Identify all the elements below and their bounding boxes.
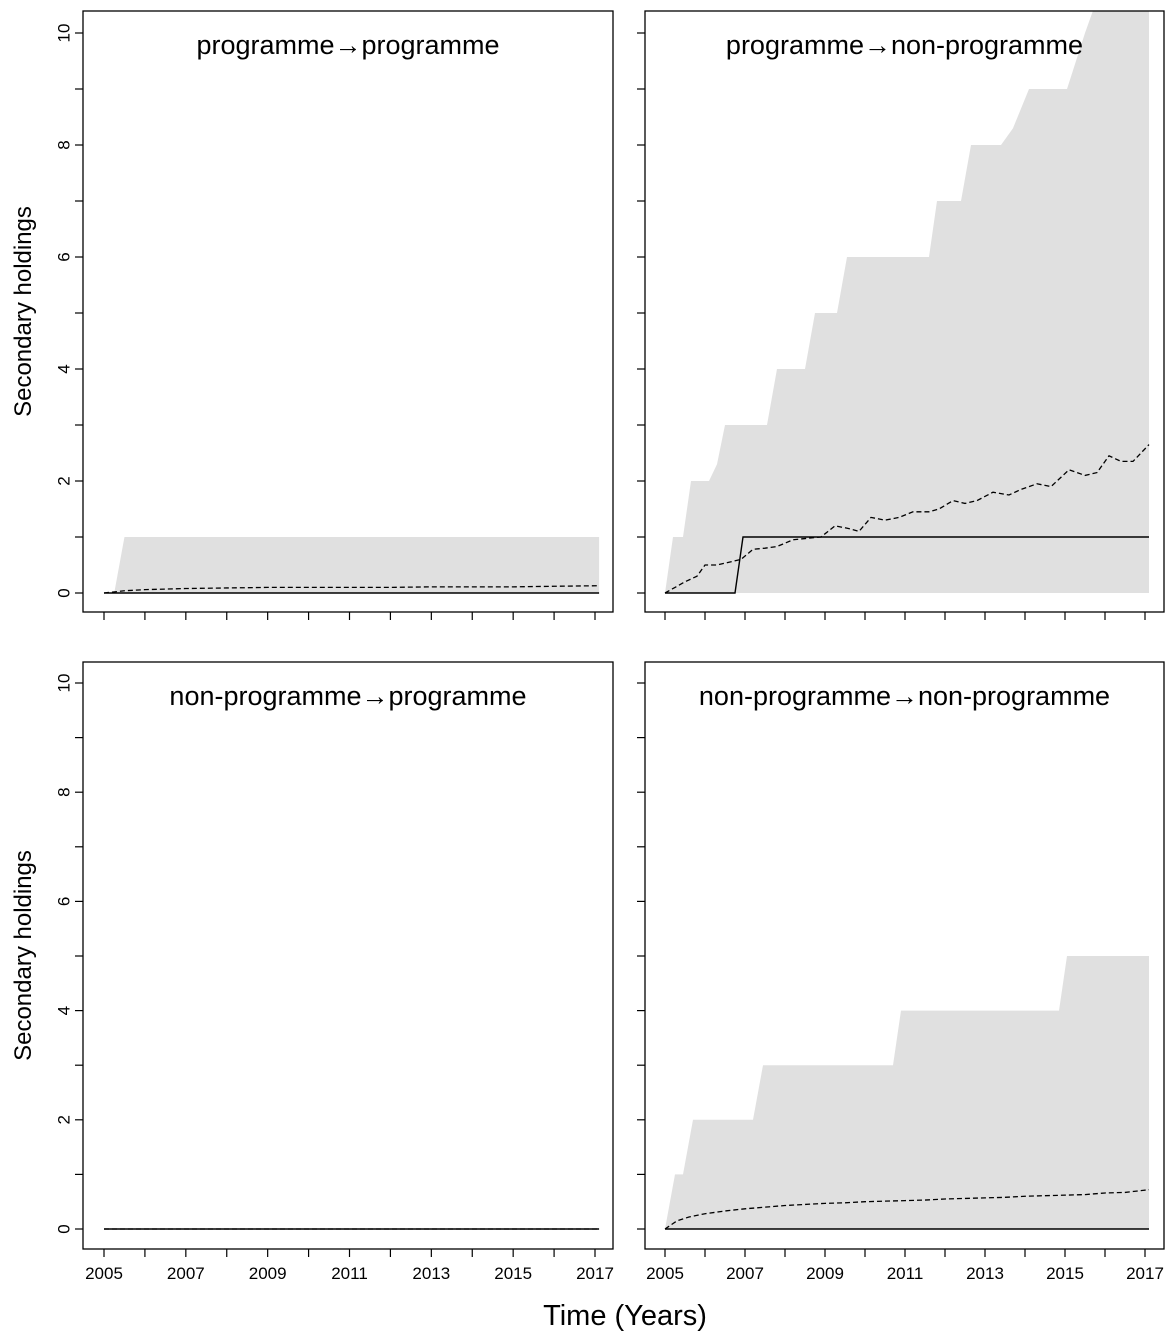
- mean-line: [664, 1189, 1150, 1230]
- observed-line: [665, 536, 1149, 594]
- panel-title: non-programme→non-programme: [699, 681, 1110, 711]
- y-tick-label: 4: [55, 1006, 74, 1015]
- interval-band: [665, 11, 1149, 593]
- panel-title: programme→non-programme: [726, 30, 1083, 60]
- x-tick-label: 2007: [726, 1264, 764, 1283]
- y-tick-label: 6: [55, 252, 74, 261]
- mean-line: [103, 585, 600, 594]
- x-tick-label: 2015: [494, 1264, 532, 1283]
- panel-3: non-programme→programme 0 2 4 6 8 10 Secondary …: [10, 661, 614, 1283]
- interval-band: [104, 537, 600, 593]
- y-tick-label: 0: [55, 588, 74, 597]
- panel-4: non-programme→non-programme 2005 2007 2009 2…: [637, 661, 1165, 1283]
- x-tick-label: 2005: [85, 1264, 123, 1283]
- plot-area: [664, 956, 1150, 1230]
- panel-1: programme→programme 0 2 4 6 8 10 Secondary hold…: [10, 10, 614, 620]
- x-tick-label: 2017: [1126, 1264, 1164, 1283]
- x-tick-label: 2009: [249, 1264, 287, 1283]
- y-tick-label: 8: [55, 140, 74, 149]
- y-tick-label: 10: [55, 674, 74, 693]
- interval-band: [665, 956, 1149, 1229]
- x-axis-title: Time (Years): [543, 1300, 707, 1332]
- y-tick-label: 10: [55, 24, 74, 43]
- x-tick-label: 2005: [646, 1264, 684, 1283]
- y-tick-label: 8: [55, 787, 74, 796]
- panels: programme→programme 0 2 4 6 8 10 Secondary hold…: [10, 10, 1165, 1283]
- x-tick-label: 2017: [576, 1264, 614, 1283]
- panel-frame: [82, 10, 614, 613]
- x-tick-label: 2013: [966, 1264, 1004, 1283]
- panel-title: programme→programme: [196, 30, 499, 60]
- y-tick-label: 2: [55, 476, 74, 485]
- y-tick-label: 2: [55, 1115, 74, 1124]
- x-tick-label: 2015: [1046, 1264, 1084, 1283]
- panel-frame: [82, 661, 614, 1250]
- x-tick-label: 2009: [806, 1264, 844, 1283]
- y-tick-label: 0: [55, 1224, 74, 1233]
- y-axis-title: Secondary holdings: [10, 206, 37, 417]
- x-tick-label: 2011: [887, 1264, 924, 1283]
- plot-area: [664, 11, 1150, 594]
- panel-2: programme→non-programme: [637, 10, 1165, 620]
- x-tick-label: 2007: [167, 1264, 205, 1283]
- x-tick-label: 2013: [412, 1264, 450, 1283]
- y-tick-label: 4: [55, 364, 74, 373]
- panel-title: non-programme→programme: [169, 681, 526, 711]
- mean-line: [664, 444, 1150, 594]
- x-tick-label: 2011: [331, 1264, 368, 1283]
- y-tick-label: 6: [55, 897, 74, 906]
- y-axis-title: Secondary holdings: [10, 850, 37, 1061]
- plot-area: [103, 537, 600, 594]
